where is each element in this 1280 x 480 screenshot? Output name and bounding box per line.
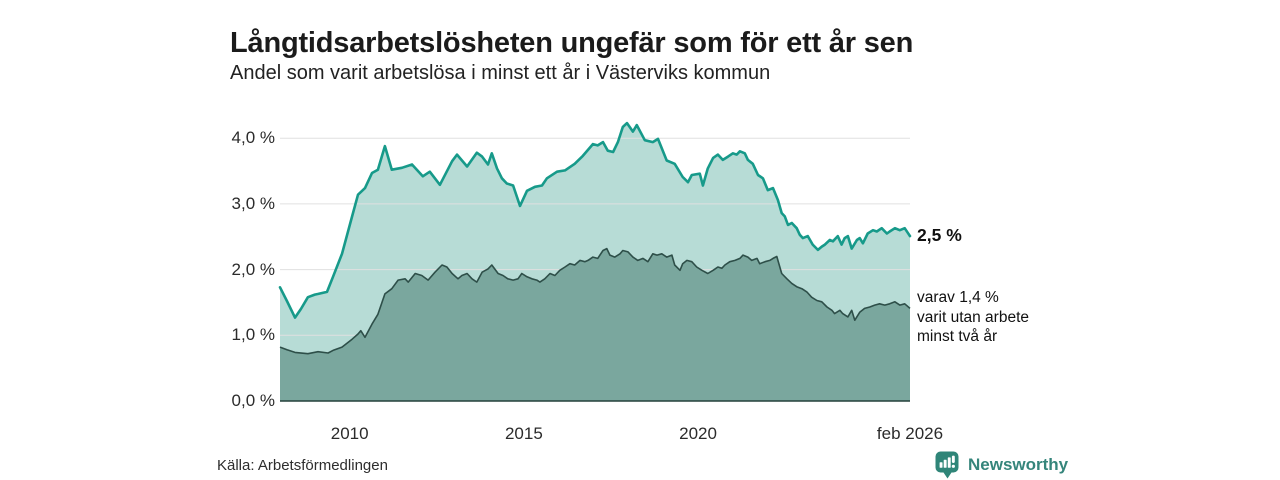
x-tick-label: 2010 xyxy=(330,424,369,443)
x-tick-label: feb 2026 xyxy=(876,424,944,443)
end-label-two-line1: varav 1,4 % xyxy=(917,289,999,306)
x-tick-label: 2020 xyxy=(679,424,717,443)
y-tick-label: 1,0 % xyxy=(231,325,275,345)
end-label-two-line2: varit utan arbete xyxy=(917,308,1030,326)
newsworthy-pin-chart-icon xyxy=(935,451,959,479)
x-tick-label: 2015 xyxy=(504,424,543,443)
y-tick-label: 0,0 % xyxy=(231,391,275,410)
area-two-years-fill xyxy=(280,248,910,401)
chart-subtitle: Andel som varit arbetslösa i minst ett å… xyxy=(230,62,771,84)
source-caption: Källa: Arbetsförmedlingen xyxy=(217,457,388,474)
newsworthy-wordmark: Newsworthy xyxy=(968,455,1069,474)
series-end-label-two-years: varav 1,4 % varit utan arbete minst två … xyxy=(917,288,1029,347)
line-two-years xyxy=(279,247,911,355)
area-chart xyxy=(278,121,912,402)
chart-title: Långtidsarbetslösheten ungefär som för e… xyxy=(230,27,914,60)
line-total xyxy=(278,121,912,319)
newsworthy-logo: Newsworthy xyxy=(935,451,1068,479)
end-label-two-line3: minst två år xyxy=(917,328,998,345)
y-tick-label: 2,0 % xyxy=(231,259,275,279)
y-tick-label: 4,0 % xyxy=(231,128,275,148)
y-tick-label: 3,0 % xyxy=(231,193,275,213)
series-end-label-total: 2,5 % xyxy=(917,225,962,245)
